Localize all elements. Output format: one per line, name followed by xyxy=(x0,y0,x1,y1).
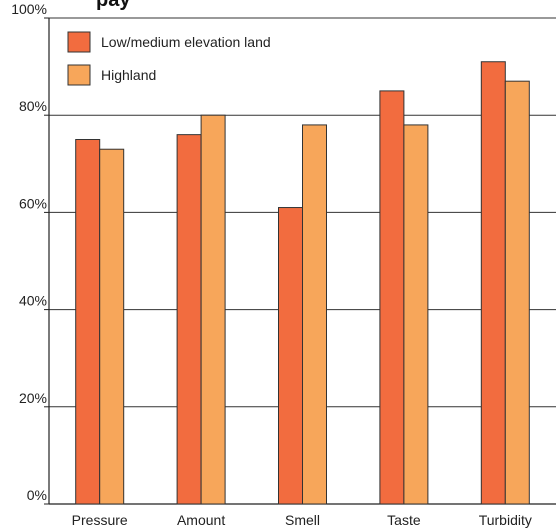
x-category-label: Turbidity xyxy=(479,512,532,528)
chart-title-partial: pay xyxy=(96,0,131,11)
legend-swatch-1 xyxy=(67,31,91,53)
bar-amount-series-2 xyxy=(200,114,226,505)
bar-taste-series-2 xyxy=(403,124,429,505)
y-tick-label: 40% xyxy=(19,293,47,309)
bar-smell-series-2 xyxy=(302,124,327,505)
legend: Low/medium elevation land Highland xyxy=(67,31,271,86)
x-category-label: Amount xyxy=(177,512,225,528)
x-category-label: Smell xyxy=(285,512,320,528)
x-category-label: Taste xyxy=(387,512,421,528)
bar-pressure-series-1 xyxy=(75,139,101,505)
y-tick-label: 20% xyxy=(19,390,47,406)
bars xyxy=(75,61,530,505)
chart-title-group: pay xyxy=(96,0,131,11)
x-category-label: Pressure xyxy=(72,512,128,528)
bar-amount-series-1 xyxy=(176,134,202,505)
y-tick-label: 80% xyxy=(19,98,47,114)
bar-smell-series-1 xyxy=(278,207,303,505)
bar-turbidity-series-1 xyxy=(480,61,506,505)
legend-label-1: Low/medium elevation land xyxy=(101,34,271,50)
legend-swatch-2 xyxy=(67,64,91,86)
y-tick-label: 0% xyxy=(27,487,47,503)
y-tick-label: 100% xyxy=(11,1,47,17)
y-tick-label: 60% xyxy=(19,195,47,211)
y-tick-labels: 0% 20% 40% 60% 80% 100% xyxy=(11,1,47,503)
x-category-labels: Pressure Amount Smell Taste Turbidity xyxy=(72,512,532,528)
bar-turbidity-series-2 xyxy=(504,80,530,505)
bar-taste-series-1 xyxy=(379,90,405,505)
legend-label-2: Highland xyxy=(101,67,156,83)
bar-pressure-series-2 xyxy=(99,148,125,505)
